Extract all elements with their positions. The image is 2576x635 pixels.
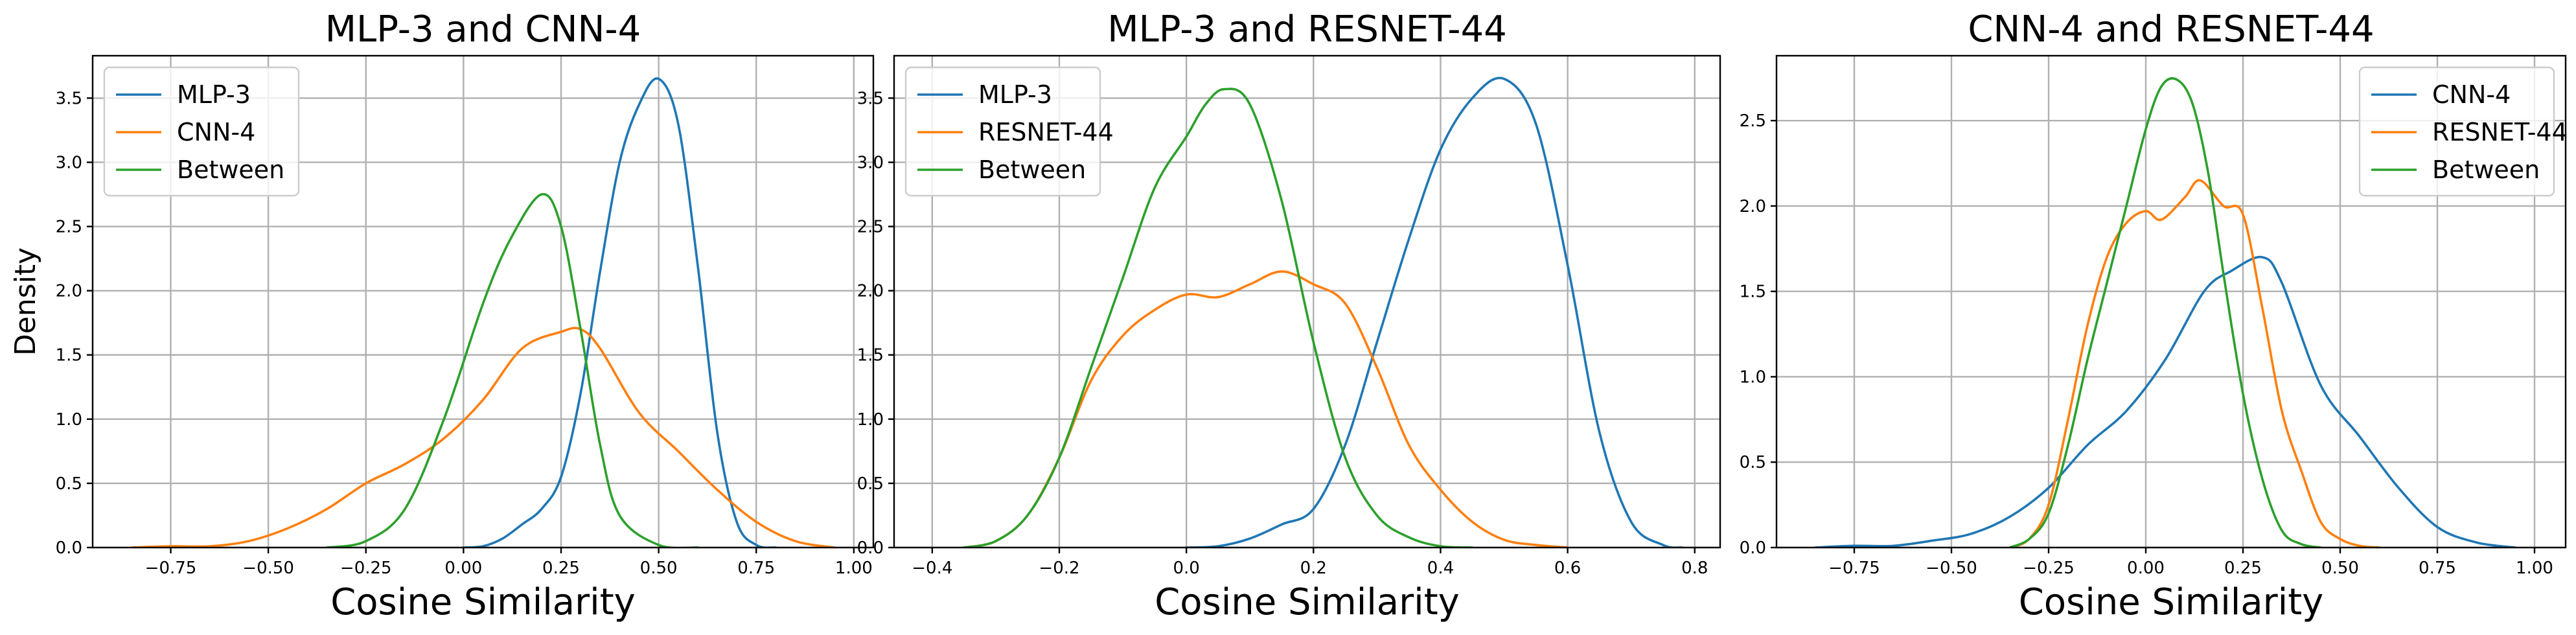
plot-area: −0.4 −0.2 0.0 0.2 0.4 0.6 0.8 0.0 0.5 1.0 1.5 2.0 2.…: [857, 54, 1721, 578]
series-line-cnn-4: [130, 327, 836, 548]
x-tick-label: 0.25: [542, 559, 580, 578]
axes-frame: [893, 54, 1721, 549]
x-axis-label: Cosine Similarity: [330, 581, 636, 623]
y-tick-label: 2.5: [857, 218, 884, 237]
x-axis-label: Cosine Similarity: [1155, 581, 1460, 623]
y-tick-label: 1.5: [857, 346, 884, 365]
x-tick-label: −0.50: [1926, 559, 1977, 578]
x-tick-label: 0.50: [2321, 559, 2359, 578]
y-tick-label: 1.0: [1740, 367, 1766, 387]
y-tick-label: 2.0: [56, 282, 82, 301]
x-tick-label: 0.4: [1427, 559, 1454, 578]
x-tick-label: −0.50: [242, 559, 294, 578]
chart-title: CNN-4 and RESNET-44: [1968, 8, 2374, 51]
x-tick-label: 0.2: [1300, 559, 1327, 578]
y-tick-label: 2.0: [857, 282, 884, 301]
series-line-mlp-3: [462, 77, 777, 548]
y-tick-label: 1.0: [857, 410, 884, 430]
legend-entry: RESNET-44: [978, 118, 1114, 146]
x-tick-label: 0.6: [1554, 559, 1581, 578]
y-tick-label: 3.0: [857, 153, 884, 172]
y-tick-label: 2.5: [56, 218, 82, 237]
plot-area: −0.75 −0.50 −0.25 0.00 0.25 0.50 0.75 1.00 0.0 0.…: [1740, 54, 2567, 578]
x-tick-label: 0.50: [640, 559, 678, 578]
y-tick-label: 3.5: [56, 89, 82, 108]
y-tick-label: 0.0: [1740, 538, 1766, 558]
series-line-mlp-3: [1185, 76, 1683, 548]
x-tick-label: −0.25: [2023, 559, 2075, 578]
x-tick-label: −0.25: [340, 559, 392, 578]
x-tick-label: 0.8: [1681, 559, 1708, 578]
series-line-between: [2008, 77, 2322, 548]
x-tick-label: 0.00: [444, 559, 482, 578]
x-tick-label: 0.75: [737, 559, 775, 578]
x-tick-label: 0.0: [1173, 559, 1199, 578]
legend-entry: Between: [177, 156, 284, 184]
x-tick-label: −0.2: [1039, 559, 1079, 578]
chart-title: MLP-3 and RESNET-44: [1107, 8, 1507, 51]
legend: MLP-3 CNN-4 Between: [103, 66, 300, 197]
y-tick-label: 1.5: [56, 346, 82, 365]
legend-entry: Between: [2432, 156, 2540, 184]
legend: MLP-3 RESNET-44 Between: [904, 66, 1114, 197]
chart-title: MLP-3 and CNN-4: [325, 8, 641, 51]
series-lines: [1814, 77, 2516, 548]
chart-panel-mlp3-cnn4: −0.75 −0.50 −0.25 0.00 0.25 0.50 0.75 1.00 0.0 0.…: [9, 8, 875, 623]
x-axis-label: Cosine Similarity: [2019, 581, 2324, 623]
legend-entry: CNN-4: [2432, 80, 2511, 109]
legend-box: [2358, 66, 2555, 197]
series-line-between: [325, 192, 699, 548]
chart-panel-mlp3-resnet44: −0.4 −0.2 0.0 0.2 0.4 0.6 0.8 0.0 0.5 1.0 1.5 2.0 2.…: [857, 8, 1721, 623]
y-tick-label: 3.5: [857, 89, 884, 108]
y-tick-label: 3.0: [56, 153, 82, 172]
y-tick-label: 1.5: [1740, 283, 1766, 302]
y-axis-label: Density: [9, 248, 42, 356]
y-tick-label: 0.0: [857, 538, 884, 558]
x-tick-label: 0.00: [2127, 559, 2165, 578]
legend-entry: RESNET-44: [2432, 118, 2568, 146]
series-lines: [130, 77, 836, 548]
x-tick-label: 0.25: [2224, 559, 2262, 578]
x-tick-label: −0.4: [912, 559, 952, 578]
x-tick-label: 0.75: [2419, 559, 2456, 578]
x-tick-label: 1.00: [835, 559, 873, 578]
legend-box: [103, 66, 300, 197]
y-tick-label: 0.0: [56, 538, 82, 558]
legend-box: [904, 66, 1101, 197]
y-tick-label: 2.5: [1740, 111, 1766, 131]
axes-frame: [91, 54, 875, 549]
plot-area: −0.75 −0.50 −0.25 0.00 0.25 0.50 0.75 1.00 0.0 0.…: [56, 54, 875, 578]
legend-entry: MLP-3: [177, 80, 251, 109]
x-tick-label: −0.75: [145, 559, 197, 578]
y-tick-label: 2.0: [1740, 197, 1766, 216]
axes-frame: [1775, 54, 2567, 549]
series-line-resnet-44: [2008, 179, 2380, 548]
series-line-between: [963, 87, 1474, 548]
legend-entry: MLP-3: [978, 80, 1052, 109]
y-tick-label: 0.5: [857, 474, 884, 494]
legend-entry: Between: [978, 156, 1086, 184]
chart-panel-cnn4-resnet44: −0.75 −0.50 −0.25 0.00 0.25 0.50 0.75 1.00 0.0 0.…: [1740, 8, 2568, 623]
x-tick-label: 1.00: [2516, 559, 2553, 578]
y-tick-label: 0.5: [1740, 453, 1766, 472]
y-tick-label: 1.0: [56, 410, 82, 430]
series-line-cnn-4: [1814, 255, 2516, 548]
legend-entry: CNN-4: [177, 118, 255, 146]
series-lines: [963, 76, 1683, 548]
y-tick-label: 0.5: [56, 474, 82, 494]
x-tick-label: −0.75: [1828, 559, 1880, 578]
legend: CNN-4 RESNET-44 Between: [2358, 66, 2568, 197]
